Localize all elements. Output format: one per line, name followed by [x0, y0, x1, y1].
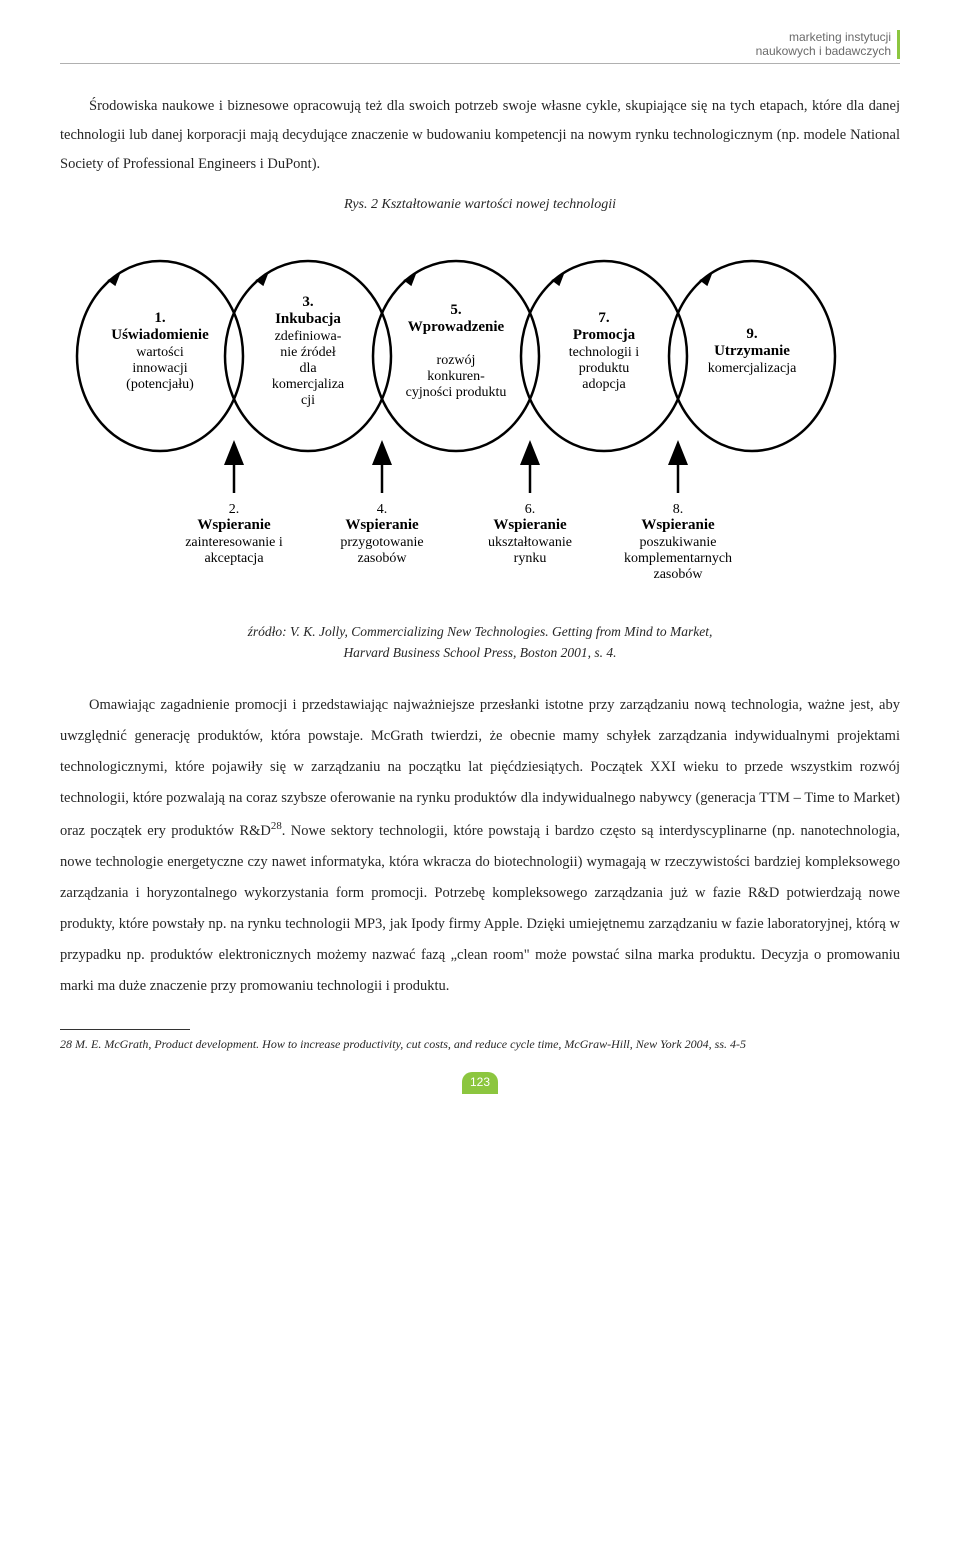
intro-paragraph: Środowiska naukowe i biznesowe opracowuj… [60, 92, 900, 179]
svg-text:technologii i: technologii i [569, 345, 639, 360]
svg-text:Wspieranie: Wspieranie [641, 517, 715, 533]
header-line2: naukowych i badawczych [756, 44, 891, 58]
svg-text:8.: 8. [673, 502, 684, 517]
svg-text:Promocja: Promocja [573, 327, 636, 343]
cycle-diagram-svg: 1.Uświadomienie wartościinnowacji(potencj… [70, 231, 890, 601]
svg-text:5.: 5. [450, 302, 462, 318]
body-text-before: Omawiając zagadnienie promocji i przedst… [60, 697, 900, 839]
svg-text:4.: 4. [377, 502, 388, 517]
body-text-after: . Nowe sektory technologii, które powsta… [60, 822, 900, 994]
svg-text:poszukiwanie: poszukiwanie [640, 535, 717, 550]
figure-diagram: 1.Uświadomienie wartościinnowacji(potencj… [60, 231, 900, 601]
header-line1: marketing instytucji [789, 30, 891, 44]
svg-text:1.: 1. [154, 310, 166, 326]
svg-text:zainteresowanie i: zainteresowanie i [185, 535, 283, 550]
svg-text:konkuren-: konkuren- [427, 369, 485, 384]
svg-text:Wprowadzenie: Wprowadzenie [408, 319, 505, 335]
svg-text:komplementarnych: komplementarnych [624, 551, 732, 566]
svg-text:dla: dla [299, 361, 317, 376]
header-journal-title: marketing instytucji naukowych i badawcz… [756, 30, 900, 59]
svg-text:ukształtowanie: ukształtowanie [488, 535, 572, 550]
svg-text:zasobów: zasobów [654, 567, 704, 582]
svg-text:Wspieranie: Wspieranie [493, 517, 567, 533]
footnote-text: 28 M. E. McGrath, Product development. H… [60, 1036, 900, 1053]
source-line2: Harvard Business School Press, Boston 20… [343, 645, 616, 660]
svg-text:rozwój: rozwój [437, 353, 476, 368]
svg-text:wartości: wartości [136, 345, 184, 360]
svg-text:Wspieranie: Wspieranie [345, 517, 419, 533]
svg-text:innowacji: innowacji [132, 361, 187, 376]
svg-text:Inkubacja: Inkubacja [275, 311, 341, 327]
footnote-ref: 28 [271, 820, 282, 832]
svg-text:Utrzymanie: Utrzymanie [714, 343, 790, 359]
footnote-rule [60, 1029, 190, 1030]
svg-text:3.: 3. [302, 294, 314, 310]
page-number-wrap: 123 [60, 1072, 900, 1094]
svg-text:cyjności produktu: cyjności produktu [406, 385, 507, 400]
svg-text:zasobów: zasobów [358, 551, 408, 566]
svg-text:rynku: rynku [514, 551, 547, 566]
svg-text:zdefiniowa-: zdefiniowa- [275, 329, 342, 344]
svg-text:nie źródeł: nie źródeł [280, 345, 336, 360]
svg-text:komercjalizacja: komercjalizacja [708, 361, 797, 376]
svg-text:komercjaliza: komercjaliza [272, 377, 345, 392]
svg-text:adopcja: adopcja [582, 377, 626, 392]
svg-text:Wspieranie: Wspieranie [197, 517, 271, 533]
svg-text:Uświadomienie: Uświadomienie [111, 327, 209, 343]
svg-text:akceptacja: akceptacja [204, 551, 264, 566]
svg-text:przygotowanie: przygotowanie [340, 535, 423, 550]
figure-source: źródło: V. K. Jolly, Commercializing New… [60, 621, 900, 664]
figure-caption: Rys. 2 Kształtowanie wartości nowej tech… [60, 197, 900, 213]
running-header: marketing instytucji naukowych i badawcz… [60, 30, 900, 64]
svg-text:produktu: produktu [579, 361, 630, 376]
svg-text:9.: 9. [746, 326, 758, 342]
svg-text:6.: 6. [525, 502, 536, 517]
svg-text:(potencjału): (potencjału) [126, 377, 194, 392]
svg-text:2.: 2. [229, 502, 240, 517]
page-number: 123 [462, 1072, 498, 1094]
svg-text:cji: cji [301, 393, 315, 408]
source-line1: źródło: V. K. Jolly, Commercializing New… [248, 624, 713, 639]
svg-text:7.: 7. [598, 310, 610, 326]
body-paragraph: Omawiając zagadnienie promocji i przedst… [60, 690, 900, 1003]
